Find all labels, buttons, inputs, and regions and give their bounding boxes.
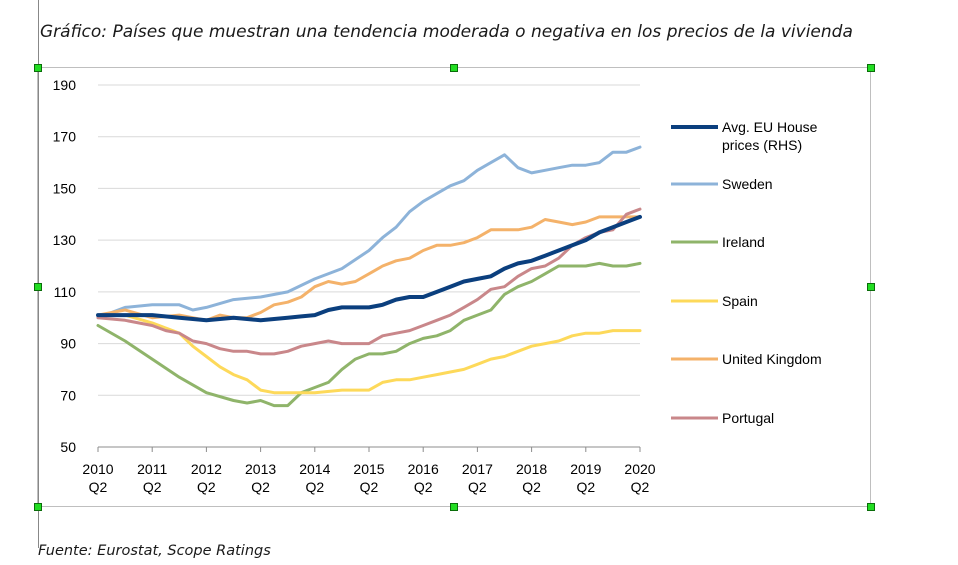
- document-left-rule: [38, 0, 39, 548]
- series-line-sweden: [96, 145, 642, 320]
- legend-label: Portugal: [722, 410, 774, 426]
- y-tick-label: 110: [54, 284, 77, 300]
- series-line-avg-eu-house-prices-rhs: [96, 214, 642, 323]
- x-tick-year: 2017: [462, 461, 493, 477]
- y-tick-label: 50: [60, 439, 76, 455]
- resize-handle-middle-left[interactable]: [34, 283, 42, 291]
- x-tick-year: 2016: [408, 461, 439, 477]
- x-tick-year: 2020: [624, 461, 655, 477]
- x-tick-quarter: Q2: [251, 479, 270, 495]
- resize-handle-top-right[interactable]: [867, 64, 875, 72]
- y-tick-label: 70: [60, 387, 76, 403]
- y-tick-label: 190: [53, 77, 77, 93]
- y-tick-label: 150: [53, 180, 77, 196]
- y-tick-label: 130: [53, 232, 77, 248]
- chart-caption: Gráfico: Países que muestran una tendenc…: [40, 22, 853, 42]
- x-tick-year: 2012: [191, 461, 222, 477]
- x-tick-quarter: Q2: [197, 479, 216, 495]
- resize-handle-bottom-left[interactable]: [34, 503, 42, 511]
- series-line-ireland: [96, 261, 642, 408]
- x-tick-year: 2015: [353, 461, 384, 477]
- resize-handle-bottom-right[interactable]: [867, 503, 875, 511]
- x-tick-quarter: Q2: [143, 479, 162, 495]
- x-tick-year: 2019: [570, 461, 601, 477]
- series-line-spain: [96, 313, 642, 395]
- x-tick-quarter: Q2: [360, 479, 379, 495]
- x-tick-year: 2011: [137, 461, 167, 477]
- x-tick-year: 2010: [82, 461, 113, 477]
- x-tick-quarter: Q2: [468, 479, 487, 495]
- y-tick-label: 170: [53, 129, 77, 145]
- series-line-portugal: [96, 207, 642, 356]
- x-tick-quarter: Q2: [414, 479, 433, 495]
- resize-handle-top-left[interactable]: [34, 64, 42, 72]
- legend-label: Sweden: [722, 176, 773, 192]
- legend-label: Avg. EU House prices (RHS): [722, 119, 818, 153]
- x-tick-quarter: Q2: [631, 479, 650, 495]
- resize-handle-bottom-center[interactable]: [450, 503, 458, 511]
- y-tick-label: 90: [60, 336, 76, 352]
- legend-label: Ireland: [722, 234, 765, 250]
- x-tick-year: 2014: [299, 461, 330, 477]
- x-tick-year: 2013: [245, 461, 276, 477]
- source-note: Fuente: Eurostat, Scope Ratings: [38, 543, 271, 559]
- x-tick-quarter: Q2: [305, 479, 324, 495]
- x-tick-year: 2018: [516, 461, 547, 477]
- resize-handle-middle-right[interactable]: [867, 283, 875, 291]
- x-tick-quarter: Q2: [89, 479, 108, 495]
- legend-label: Spain: [722, 293, 758, 309]
- x-tick-quarter: Q2: [522, 479, 541, 495]
- legend-label: United Kingdom: [722, 351, 822, 367]
- resize-handle-top-center[interactable]: [450, 64, 458, 72]
- x-tick-quarter: Q2: [576, 479, 595, 495]
